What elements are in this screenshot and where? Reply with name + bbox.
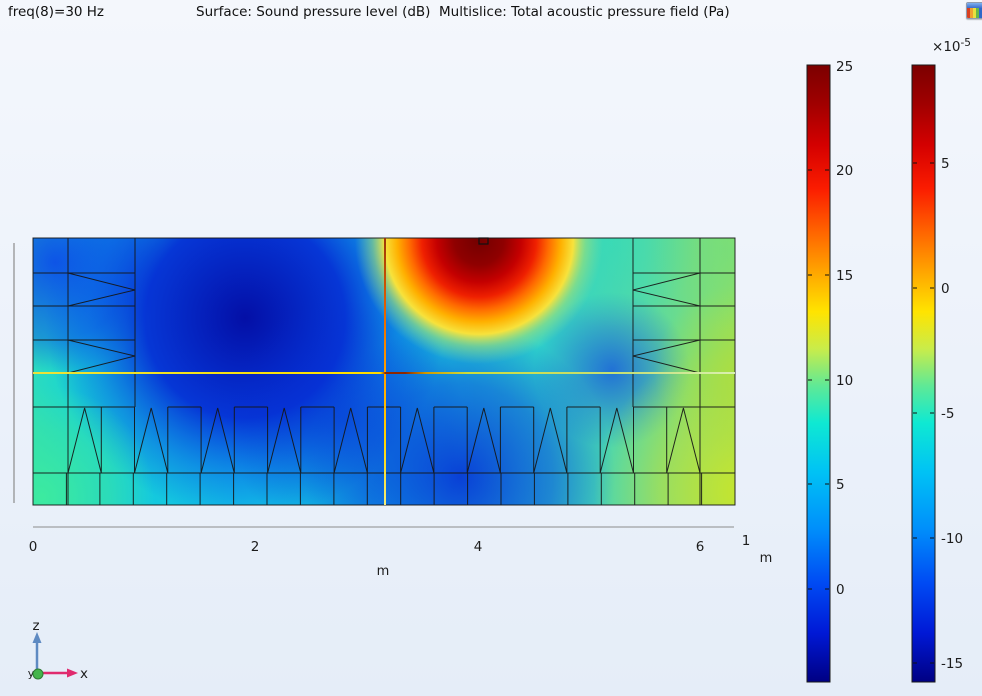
colorbar-tick-label: 25 — [836, 59, 853, 75]
x-axis-label: x — [80, 666, 88, 682]
depth-axis-unit: m — [760, 551, 773, 566]
y-axis-glyph: y — [28, 667, 35, 680]
x-tick-label: 4 — [474, 539, 483, 555]
z-axis-label: z — [32, 618, 39, 634]
coordinate-triad: y z x — [28, 618, 88, 682]
surface-plot-icon-titlebar — [967, 3, 982, 8]
colorbar-tick-label: 5 — [836, 477, 845, 493]
colorbar-tick-label: 15 — [836, 268, 853, 284]
colorbar-tick-label: -15 — [941, 656, 963, 672]
x-tick-label: 6 — [696, 539, 705, 555]
x-axis-unit: m — [377, 564, 390, 579]
colorbar-tick-label: -5 — [941, 406, 954, 422]
colorbar-tick-label: 0 — [836, 582, 845, 598]
depth-axis-tick: 1 — [742, 533, 751, 549]
colorbar-spl: 25 20 15 10 5 0 — [806, 59, 853, 683]
colorbar-exponent: ×10-5 — [932, 37, 971, 55]
x-tick-label: 0 — [29, 539, 38, 555]
colorbar-tick-label: 10 — [836, 373, 853, 389]
source-marker — [478, 237, 489, 245]
colorbar-tick-label: 5 — [941, 156, 950, 172]
surface-plot-icon[interactable] — [966, 2, 982, 19]
plot-title: Surface: Sound pressure level (dB) Multi… — [196, 4, 730, 20]
colorbar-tick-label: 0 — [941, 281, 950, 297]
surface-plot-icon-colormap — [967, 8, 982, 18]
y-axis-dot — [32, 668, 44, 680]
colorbar-tick-label: -10 — [941, 531, 963, 547]
x-tick-label: 2 — [251, 539, 260, 555]
parameter-label: freq(8)=30 Hz — [8, 4, 105, 20]
colorbar-pressure: 5 0 -5 -10 -15 ×10-5 — [911, 37, 971, 683]
mesh-lines — [32, 237, 736, 506]
colorbar-tick-label: 20 — [836, 163, 853, 179]
